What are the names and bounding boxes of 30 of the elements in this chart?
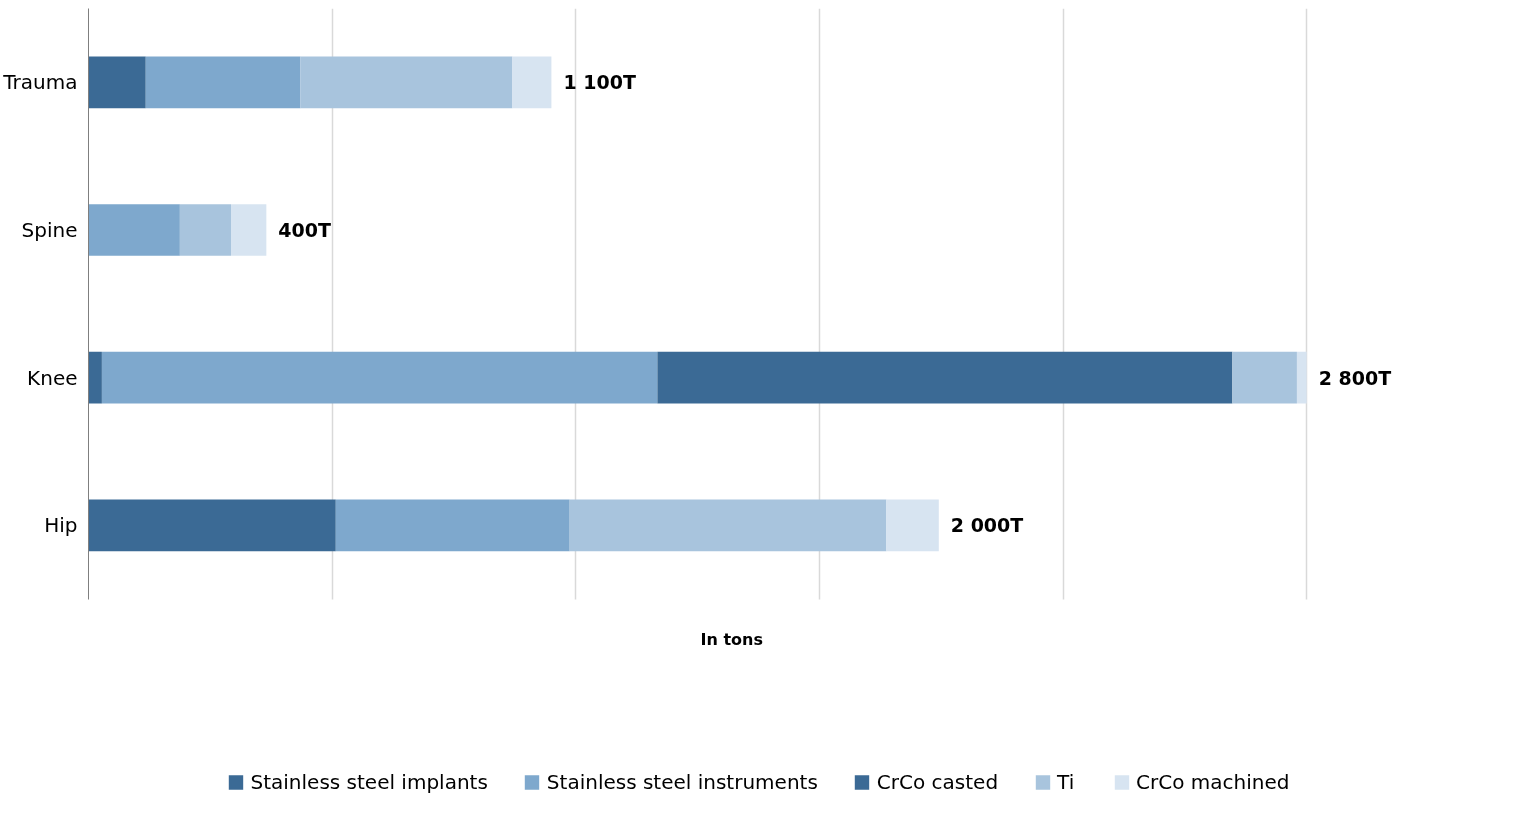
bar <box>88 351 102 404</box>
bar <box>300 56 513 109</box>
bar <box>657 351 1233 404</box>
bar <box>145 56 301 109</box>
bar <box>179 204 232 256</box>
bar <box>101 351 658 404</box>
y-tick-label: Hip <box>44 513 78 538</box>
bar <box>886 499 939 552</box>
y-tick-label: Spine <box>21 218 78 242</box>
bar <box>1232 351 1297 404</box>
bar <box>231 204 267 256</box>
x-axis-title: In tons <box>700 629 763 649</box>
y-tick-label: Knee <box>27 365 78 390</box>
legend-label: CrCo casted <box>876 770 999 794</box>
bar <box>1296 351 1307 404</box>
legend-label: Stainless steel instruments <box>546 770 818 794</box>
annotation: 2 000T <box>950 514 1024 537</box>
legend-label: Stainless steel implants <box>250 770 488 794</box>
legend-label: CrCo machined <box>1136 770 1290 794</box>
bar <box>88 204 180 256</box>
bar <box>335 499 570 552</box>
annotation: 2 800T <box>1318 366 1392 389</box>
legend-label: Ti <box>1057 770 1076 794</box>
bar <box>88 499 336 552</box>
annotation: 400T <box>278 219 332 241</box>
annotation: 1 100T <box>563 71 636 94</box>
bar <box>88 56 146 109</box>
bar <box>512 56 552 109</box>
bar <box>569 499 887 552</box>
y-tick-label: Trauma <box>2 70 78 95</box>
